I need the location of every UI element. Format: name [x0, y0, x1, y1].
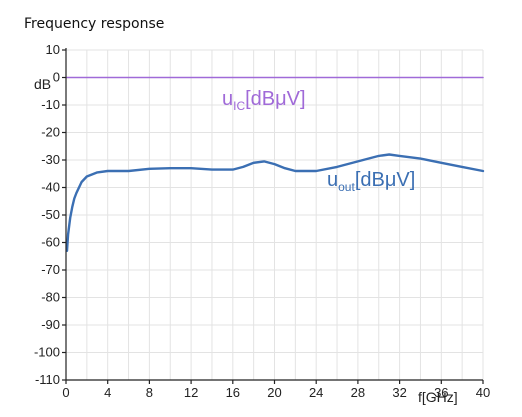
y-tick-label: -50	[41, 207, 60, 222]
y-tick-label: -30	[41, 152, 60, 167]
chart-title: Frequency response	[24, 16, 165, 32]
x-tick-label: 40	[476, 385, 490, 400]
y-tick-label: -100	[34, 345, 60, 360]
x-tick-label: 24	[309, 385, 323, 400]
series-line-uout	[65, 153, 485, 253]
x-tick-label: 8	[146, 385, 153, 400]
x-tick-label: 0	[62, 385, 69, 400]
x-axis-label: f[GHz]	[418, 389, 458, 405]
y-tick-label: -10	[41, 97, 60, 112]
x-tick-label: 20	[267, 385, 281, 400]
y-tick-label: -60	[41, 235, 60, 250]
series-labels: uIC[dBμV] uout[dBμV]	[222, 88, 415, 194]
y-tick-label: -80	[41, 290, 60, 305]
x-tick-label: 4	[104, 385, 111, 400]
series-layer	[65, 76, 485, 253]
y-tick-label: 0	[53, 70, 60, 85]
x-tick-label: 16	[226, 385, 240, 400]
x-tick-label: 12	[184, 385, 198, 400]
y-tick-label: 10	[46, 42, 60, 57]
x-tick-label: 28	[351, 385, 365, 400]
y-tick-label: -40	[41, 180, 60, 195]
y-tick-label: -70	[41, 262, 60, 277]
y-tick-label: -90	[41, 317, 60, 332]
y-tick-label: -110	[35, 372, 60, 387]
series-label-uout: uout[dBμV]	[327, 169, 415, 194]
x-tick-label: 32	[392, 385, 406, 400]
series-label-uic: uIC[dBμV]	[222, 88, 306, 113]
y-axis-label: dB	[34, 76, 51, 92]
x-tick-label: 36	[434, 385, 448, 400]
y-tick-label: -20	[41, 125, 60, 140]
axes	[62, 48, 484, 384]
